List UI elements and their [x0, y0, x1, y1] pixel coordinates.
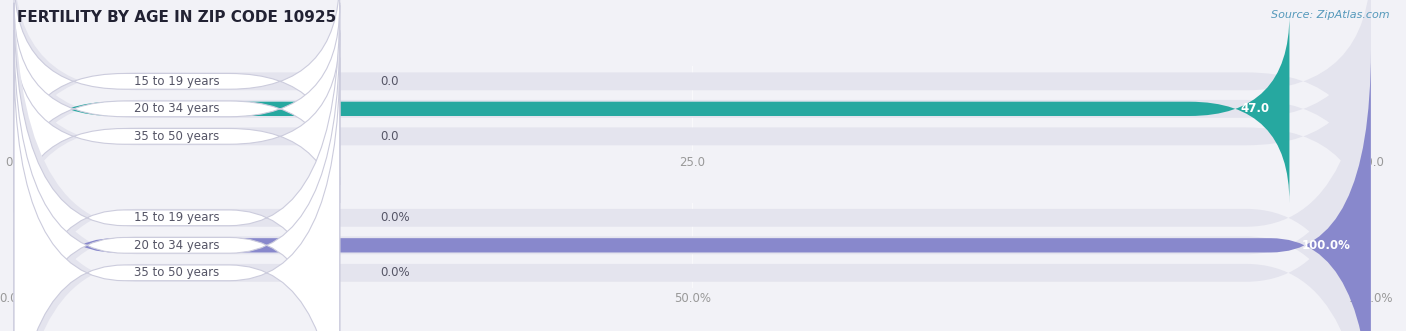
- Text: 20 to 34 years: 20 to 34 years: [134, 102, 219, 115]
- FancyBboxPatch shape: [14, 0, 1371, 331]
- Text: 15 to 19 years: 15 to 19 years: [134, 75, 219, 88]
- FancyBboxPatch shape: [14, 33, 340, 240]
- Text: 0.0%: 0.0%: [381, 211, 411, 224]
- FancyBboxPatch shape: [14, 0, 1371, 199]
- Text: 20 to 34 years: 20 to 34 years: [134, 239, 219, 252]
- Text: FERTILITY BY AGE IN ZIP CODE 10925: FERTILITY BY AGE IN ZIP CODE 10925: [17, 10, 336, 25]
- FancyBboxPatch shape: [14, 0, 1371, 227]
- Text: 35 to 50 years: 35 to 50 years: [134, 130, 219, 143]
- Text: 0.0: 0.0: [381, 130, 399, 143]
- Text: 47.0: 47.0: [1240, 102, 1270, 115]
- FancyBboxPatch shape: [14, 50, 1371, 331]
- FancyBboxPatch shape: [14, 58, 340, 331]
- Text: 15 to 19 years: 15 to 19 years: [134, 211, 219, 224]
- Text: 35 to 50 years: 35 to 50 years: [134, 266, 219, 279]
- FancyBboxPatch shape: [14, 3, 340, 331]
- Text: 0.0%: 0.0%: [381, 266, 411, 279]
- FancyBboxPatch shape: [14, 1, 1371, 331]
- FancyBboxPatch shape: [14, 15, 1289, 203]
- Text: Source: ZipAtlas.com: Source: ZipAtlas.com: [1271, 10, 1389, 20]
- FancyBboxPatch shape: [14, 28, 1371, 331]
- FancyBboxPatch shape: [14, 5, 340, 213]
- FancyBboxPatch shape: [14, 0, 340, 185]
- FancyBboxPatch shape: [14, 19, 1371, 254]
- FancyBboxPatch shape: [14, 30, 340, 331]
- Text: 0.0: 0.0: [381, 75, 399, 88]
- Text: 100.0%: 100.0%: [1302, 239, 1351, 252]
